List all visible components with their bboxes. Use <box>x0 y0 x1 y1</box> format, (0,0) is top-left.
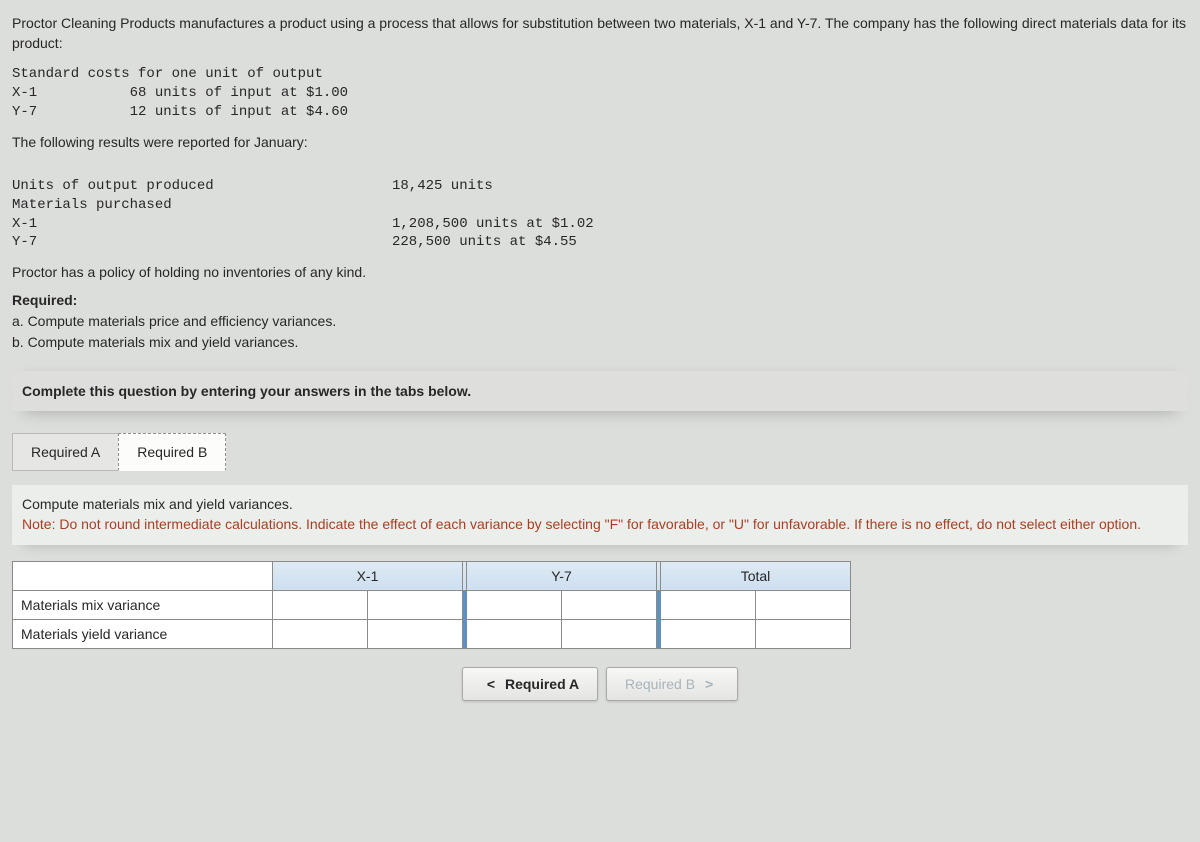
tab-strip: Required A Required B <box>12 433 1188 471</box>
res-left-0: Units of output produced <box>12 178 214 194</box>
instruction-bar: Complete this question by entering your … <box>12 371 1188 411</box>
res-left-3: Y-7 <box>12 234 37 250</box>
policy-note: Proctor has a policy of holding no inven… <box>12 264 1188 280</box>
col-x1: X-1 <box>273 561 463 590</box>
col-y7: Y-7 <box>467 561 657 590</box>
yield-y7-fu[interactable] <box>562 619 657 648</box>
res-left-1: Materials purchased <box>12 197 172 213</box>
mix-x1-amount[interactable] <box>273 590 368 619</box>
res-right-3: 228,500 units at $4.55 <box>392 234 577 250</box>
yield-x1-amount[interactable] <box>273 619 368 648</box>
mix-total-amount[interactable] <box>661 590 756 619</box>
yield-total-fu[interactable] <box>756 619 851 648</box>
std-line-1: X-1 68 units of input at $1.00 <box>12 85 348 101</box>
next-button[interactable]: Required B > <box>606 667 738 701</box>
col-total: Total <box>661 561 851 590</box>
mix-y7-fu[interactable] <box>562 590 657 619</box>
required-b: b. Compute materials mix and yield varia… <box>12 334 298 350</box>
tab-required-b[interactable]: Required B <box>118 433 226 471</box>
prompt-note: Note: Do not round intermediate calculat… <box>22 516 1141 532</box>
res-left-2: X-1 <box>12 216 37 232</box>
mix-y7-amount[interactable] <box>467 590 562 619</box>
required-title: Required: <box>12 292 77 308</box>
problem-intro: Proctor Cleaning Products manufactures a… <box>12 14 1188 53</box>
required-a: a. Compute materials price and efficienc… <box>12 313 336 329</box>
nav-row: < Required A Required B > <box>12 667 1188 701</box>
chevron-left-icon: < <box>481 676 501 692</box>
yield-total-amount[interactable] <box>661 619 756 648</box>
instruction-text: Complete this question by entering your … <box>22 383 471 399</box>
tab-required-a[interactable]: Required A <box>12 433 119 471</box>
prev-label: Required A <box>505 676 579 692</box>
row-yield-label: Materials yield variance <box>13 619 273 648</box>
answer-table: X-1 Y-7 Total Materials mix variance Mat… <box>12 561 851 649</box>
next-label: Required B <box>625 676 695 692</box>
mix-x1-fu[interactable] <box>368 590 463 619</box>
std-header: Standard costs for one unit of output <box>12 66 323 82</box>
results-intro: The following results were reported for … <box>12 134 1188 150</box>
table-corner <box>13 561 273 590</box>
standard-costs-block: Standard costs for one unit of output X-… <box>12 65 1188 122</box>
mix-total-fu[interactable] <box>756 590 851 619</box>
std-line-2: Y-7 12 units of input at $4.60 <box>12 104 348 120</box>
prev-button[interactable]: < Required A <box>462 667 598 701</box>
yield-x1-fu[interactable] <box>368 619 463 648</box>
prompt-main: Compute materials mix and yield variance… <box>22 496 293 512</box>
chevron-right-icon: > <box>699 676 719 692</box>
yield-y7-amount[interactable] <box>467 619 562 648</box>
res-right-0: 18,425 units <box>392 178 493 194</box>
row-mix-label: Materials mix variance <box>13 590 273 619</box>
required-block: Required: a. Compute materials price and… <box>12 290 1188 353</box>
res-right-2: 1,208,500 units at $1.02 <box>392 216 594 232</box>
results-block: Units of output produced Materials purch… <box>12 158 1188 252</box>
prompt-bar: Compute materials mix and yield variance… <box>12 485 1188 544</box>
